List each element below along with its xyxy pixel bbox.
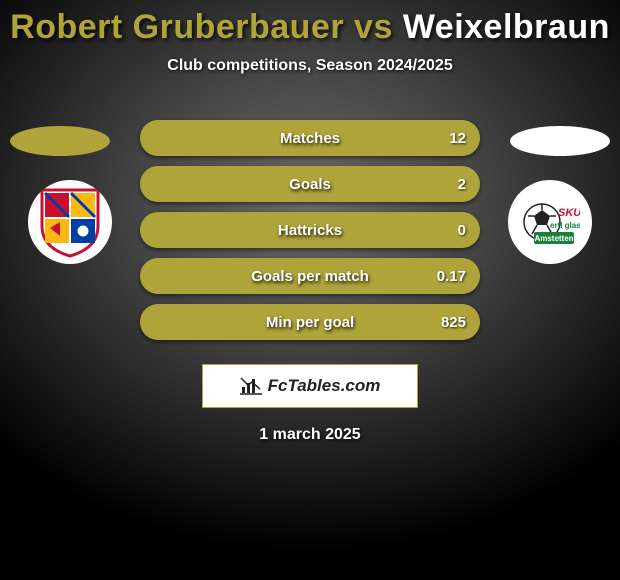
svg-text:ertl glas: ertl glas bbox=[550, 221, 580, 230]
stat-row-matches: Matches 12 bbox=[140, 120, 480, 156]
svg-text:Amstetten: Amstetten bbox=[534, 234, 573, 243]
date-label: 1 march 2025 bbox=[0, 426, 620, 444]
site-logo-text: FcTables.com bbox=[268, 376, 381, 396]
player-b-name: Weixelbraun bbox=[403, 8, 610, 46]
stat-label: Matches bbox=[140, 120, 480, 156]
stat-row-goals: Goals 2 bbox=[140, 166, 480, 202]
bar-chart-icon bbox=[240, 377, 262, 395]
stat-label: Min per goal bbox=[140, 304, 480, 340]
page-title: Robert Gruberbauer vs Weixelbraun bbox=[0, 0, 620, 47]
vs-text: vs bbox=[344, 8, 403, 46]
stat-row-gpm: Goals per match 0.17 bbox=[140, 258, 480, 294]
soccer-ball-icon: SKU ertl glas Amstetten bbox=[520, 192, 580, 252]
club-badge-left bbox=[28, 180, 112, 264]
shield-icon bbox=[38, 186, 102, 258]
player-a-name: Robert Gruberbauer bbox=[10, 8, 344, 46]
stats-container: Matches 12 Goals 2 Hattricks 0 Goals per… bbox=[140, 120, 480, 350]
site-logo[interactable]: FcTables.com bbox=[202, 364, 418, 408]
stat-right-value: 2 bbox=[458, 166, 466, 202]
stat-row-mpg: Min per goal 825 bbox=[140, 304, 480, 340]
stat-right-value: 12 bbox=[449, 120, 466, 156]
stat-row-hattricks: Hattricks 0 bbox=[140, 212, 480, 248]
stat-label: Goals bbox=[140, 166, 480, 202]
stat-label: Hattricks bbox=[140, 212, 480, 248]
subtitle: Club competitions, Season 2024/2025 bbox=[0, 57, 620, 75]
stat-right-value: 825 bbox=[441, 304, 466, 340]
stat-label: Goals per match bbox=[140, 258, 480, 294]
stat-right-value: 0 bbox=[458, 212, 466, 248]
player-a-oval bbox=[10, 126, 110, 156]
club-badge-right: SKU ertl glas Amstetten bbox=[508, 180, 592, 264]
comparison-card: Robert Gruberbauer vs Weixelbraun Club c… bbox=[0, 0, 620, 580]
player-b-oval bbox=[510, 126, 610, 156]
svg-text:SKU: SKU bbox=[558, 207, 580, 219]
footer-area: FcTables.com 1 march 2025 bbox=[0, 350, 620, 444]
stat-right-value: 0.17 bbox=[437, 258, 466, 294]
